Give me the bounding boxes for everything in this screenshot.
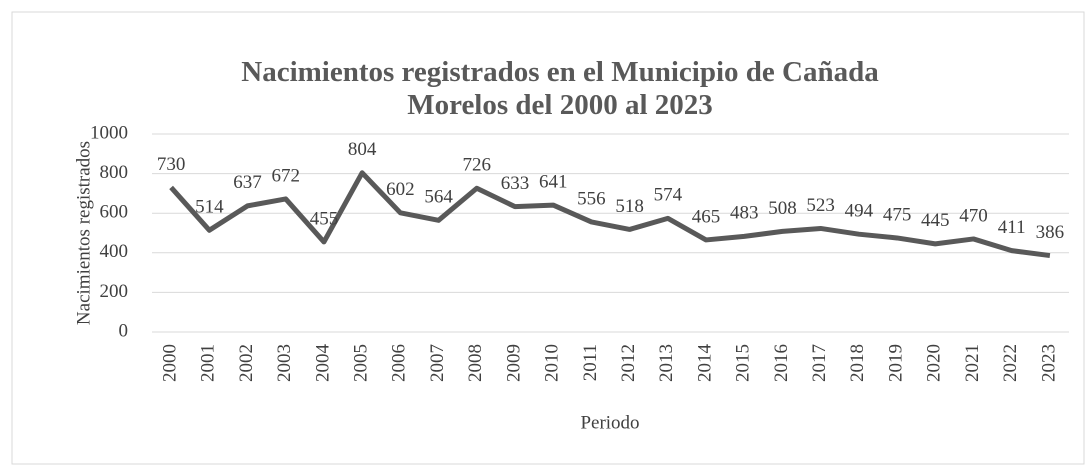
y-tick-label: 400 bbox=[100, 241, 129, 262]
y-tick-label: 0 bbox=[119, 320, 129, 341]
data-label: 508 bbox=[768, 198, 797, 219]
x-tick-label: 2022 bbox=[1000, 344, 1021, 382]
data-label: 633 bbox=[501, 173, 530, 194]
data-label: 523 bbox=[806, 195, 835, 216]
x-tick-label: 2014 bbox=[694, 344, 715, 383]
data-label: 494 bbox=[845, 201, 874, 222]
data-label: 411 bbox=[998, 217, 1026, 238]
data-label: 804 bbox=[348, 139, 377, 160]
data-label: 455 bbox=[310, 208, 339, 229]
x-tick-label: 2001 bbox=[198, 344, 219, 382]
x-tick-label: 2000 bbox=[159, 344, 180, 382]
x-tick-label: 2023 bbox=[1038, 344, 1059, 382]
x-tick-label: 2009 bbox=[503, 344, 524, 382]
x-tick-label: 2017 bbox=[809, 344, 830, 382]
data-label: 602 bbox=[386, 179, 415, 200]
data-label: 445 bbox=[921, 210, 950, 231]
x-tick-label: 2018 bbox=[847, 344, 868, 382]
x-tick-label: 2003 bbox=[274, 344, 295, 382]
data-label: 556 bbox=[577, 188, 606, 209]
x-tick-label: 2021 bbox=[962, 344, 983, 382]
x-tick-label: 2006 bbox=[389, 344, 410, 382]
y-tick-label: 1000 bbox=[90, 122, 128, 143]
data-label: 518 bbox=[615, 196, 644, 217]
data-label: 641 bbox=[539, 171, 568, 192]
data-label: 672 bbox=[271, 165, 300, 186]
x-axis-title: Periodo bbox=[580, 412, 639, 433]
data-label: 475 bbox=[883, 204, 912, 225]
data-label: 470 bbox=[959, 205, 988, 226]
x-tick-label: 2020 bbox=[924, 344, 945, 382]
data-line bbox=[169, 170, 1051, 259]
y-tick-label: 200 bbox=[100, 281, 129, 302]
data-label: 386 bbox=[1036, 222, 1065, 243]
data-label: 465 bbox=[692, 206, 721, 227]
x-tick-label: 2004 bbox=[312, 344, 333, 383]
x-tick-label: 2007 bbox=[427, 344, 448, 382]
x-tick-label: 2002 bbox=[236, 344, 257, 382]
x-tick-label: 2005 bbox=[351, 344, 372, 382]
x-tick-label: 2008 bbox=[465, 344, 486, 382]
data-label: 514 bbox=[195, 197, 224, 218]
chart-border bbox=[11, 11, 1085, 465]
x-tick-label: 2015 bbox=[733, 344, 754, 382]
y-tick-label: 600 bbox=[100, 202, 129, 223]
x-tick-label: 2011 bbox=[580, 344, 601, 381]
x-tick-label: 2010 bbox=[542, 344, 563, 382]
y-tick-label: 800 bbox=[100, 162, 129, 183]
x-tick-label: 2013 bbox=[656, 344, 677, 382]
x-tick-label: 2019 bbox=[885, 344, 906, 382]
data-label: 730 bbox=[157, 154, 186, 175]
chart-title: Nacimientos registrados en el Municipio … bbox=[241, 56, 879, 121]
x-tick-label: 2012 bbox=[618, 344, 639, 382]
x-tick-label: 2016 bbox=[771, 344, 792, 382]
data-label: 637 bbox=[233, 172, 262, 193]
data-label: 483 bbox=[730, 203, 759, 224]
data-label: 564 bbox=[424, 187, 453, 208]
data-label: 574 bbox=[654, 185, 683, 206]
data-label: 726 bbox=[463, 155, 492, 176]
y-axis-title: Nacimientos registrados bbox=[73, 141, 94, 325]
